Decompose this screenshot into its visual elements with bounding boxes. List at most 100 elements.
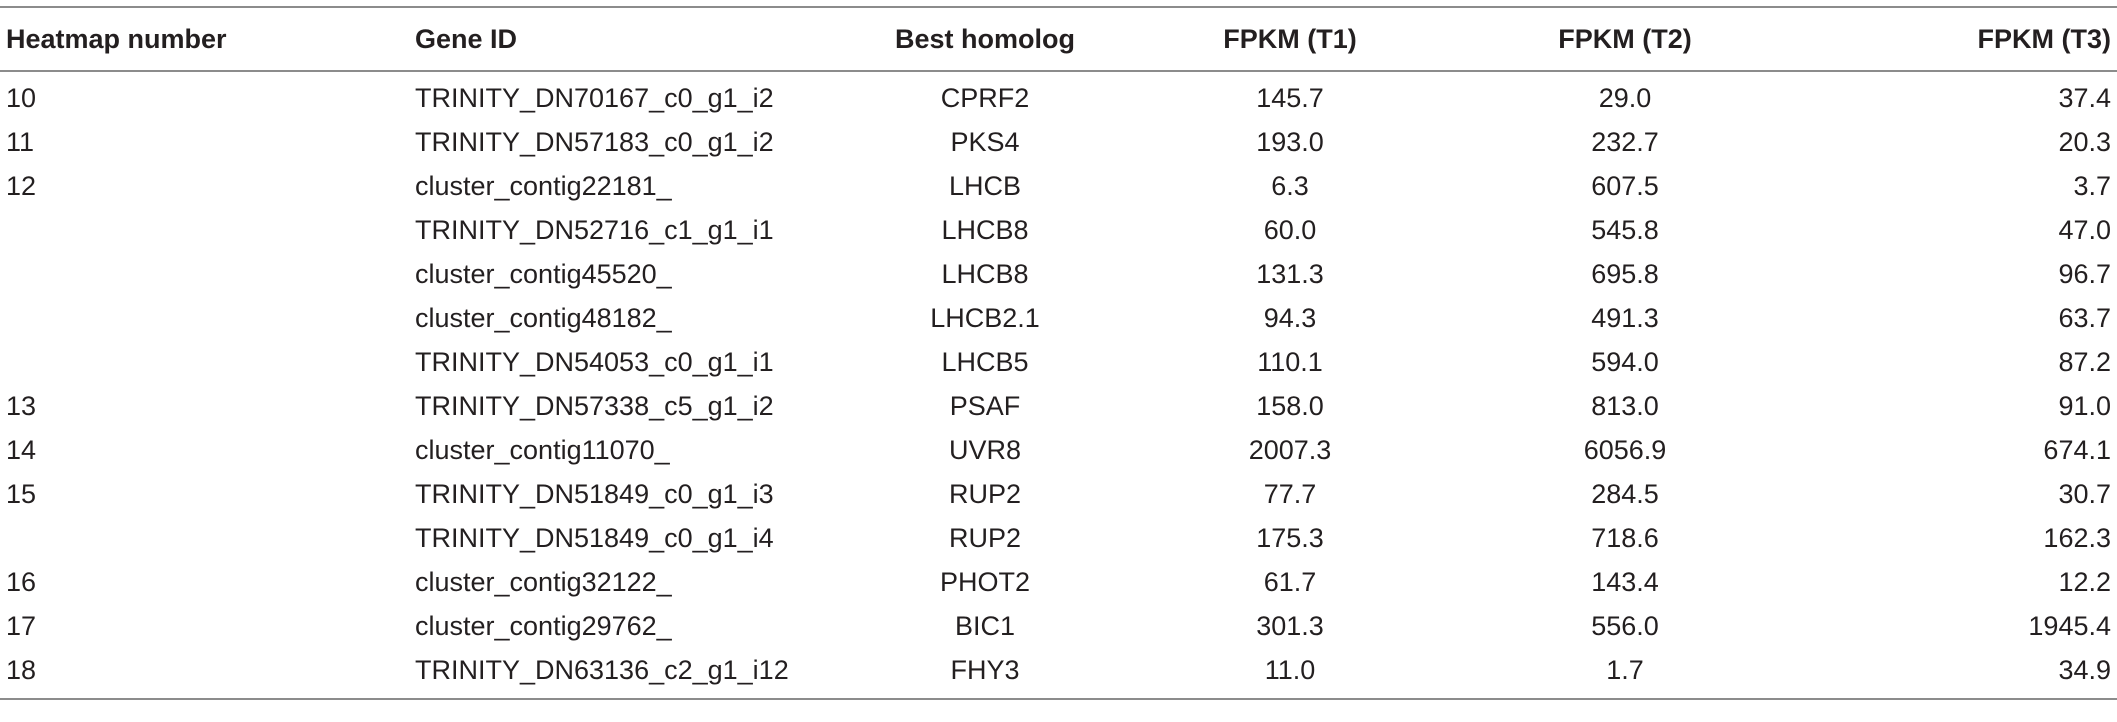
cell-fpkm-t2: 695.8 [1591,258,1659,289]
cell-fpkm-t3: 63.7 [2058,302,2111,333]
cell-fpkm-t3: 34.9 [2058,654,2111,685]
table-row: cluster_contig45520_ LHCB8 131.3 695.8 96.7 [0,252,2117,296]
header-gene-id: Gene ID [415,23,518,54]
cell-fpkm-t2: 143.4 [1591,566,1659,597]
cell-heatmap-number: 15 [6,478,37,509]
cell-gene-id: TRINITY_DN70167_c0_g1_i2 [415,82,774,113]
cell-fpkm-t1: 11.0 [1264,654,1316,685]
header-fpkm-t1: FPKM (T1) [1223,23,1357,54]
cell-best-homolog: LHCB2.1 [930,302,1040,333]
header-best-homolog: Best homolog [895,23,1075,54]
cell-fpkm-t2: 29.0 [1598,82,1652,113]
cell-fpkm-t2: 232.7 [1591,126,1659,157]
cell-fpkm-t2: 813.0 [1591,390,1659,421]
cell-fpkm-t2: 284.5 [1591,478,1659,509]
table-row: TRINITY_DN51849_c0_g1_i4 RUP2 175.3 718.6 16… [0,516,2117,560]
cell-heatmap-number: 11 [6,126,35,157]
cell-heatmap-number [0,516,415,560]
header-fpkm-t2: FPKM (T2) [1558,23,1692,54]
cell-best-homolog: LHCB8 [941,258,1029,289]
header-fpkm-t3: FPKM (T3) [1977,23,2111,54]
cell-heatmap-number [0,252,415,296]
cell-fpkm-t3: 12.2 [2058,566,2111,597]
cell-heatmap-number: 14 [6,434,37,465]
cell-fpkm-t2: 491.3 [1591,302,1659,333]
cell-gene-id: TRINITY_DN57183_c0_g1_i2 [415,126,774,157]
cell-heatmap-number: 17 [6,610,37,641]
cell-gene-id: TRINITY_DN63136_c2_g1_i12 [415,654,789,685]
cell-fpkm-t3: 30.7 [2058,478,2111,509]
cell-fpkm-t1: 60.0 [1263,214,1317,245]
cell-gene-id: cluster_contig29762_ [415,610,672,641]
table-row: 14 cluster_contig11070_ UVR8 2007.3 6056.9 67… [0,428,2117,472]
cell-fpkm-t2: 718.6 [1591,522,1659,553]
cell-gene-id: cluster_contig11070_ [415,434,670,465]
cell-gene-id: cluster_contig45520_ [415,258,672,289]
cell-best-homolog: PKS4 [950,126,1020,157]
cell-fpkm-t3: 674.1 [2043,434,2111,465]
table-row: TRINITY_DN52716_c1_g1_i1 LHCB8 60.0 545.8 47… [0,208,2117,252]
cell-heatmap-number: 13 [6,390,37,421]
table-body: 10 TRINITY_DN70167_c0_g1_i2 CPRF2 145.7 29.0… [0,71,2117,699]
cell-fpkm-t2: 607.5 [1591,170,1659,201]
cell-fpkm-t2: 1.7 [1606,654,1644,685]
cell-gene-id: TRINITY_DN52716_c1_g1_i1 [415,214,774,245]
cell-best-homolog: LHCB [948,170,1022,201]
cell-fpkm-t1: 175.3 [1256,522,1324,553]
cell-fpkm-t3: 3.7 [2073,170,2111,201]
cell-fpkm-t1: 301.3 [1256,610,1324,641]
cell-best-homolog: LHCB8 [941,214,1029,245]
cell-fpkm-t1: 6.3 [1271,170,1309,201]
cell-fpkm-t3: 1945.4 [2028,610,2111,641]
cell-fpkm-t3: 87.2 [2058,346,2111,377]
cell-fpkm-t3: 96.7 [2058,258,2111,289]
cell-gene-id: cluster_contig32122_ [415,566,672,597]
cell-best-homolog: LHCB5 [941,346,1029,377]
header-heatmap-number: Heatmap number [6,23,227,54]
table-row: 11 TRINITY_DN57183_c0_g1_i2 PKS4 193.0 232.7… [0,120,2117,164]
cell-fpkm-t2: 6056.9 [1583,434,1667,465]
cell-gene-id: cluster_contig48182_ [415,302,672,333]
cell-best-homolog: PHOT2 [939,566,1031,597]
cell-heatmap-number [0,208,415,252]
cell-gene-id: TRINITY_DN57338_c5_g1_i2 [415,390,774,421]
cell-gene-id: TRINITY_DN51849_c0_g1_i4 [415,522,774,553]
fpkm-table-container: Heatmap number Gene ID Best homolog FPKM… [0,6,2117,700]
cell-fpkm-t3: 91.0 [2058,390,2111,421]
cell-best-homolog: CPRF2 [940,82,1030,113]
cell-best-homolog: PSAF [949,390,1021,421]
cell-fpkm-t1: 158.0 [1256,390,1324,421]
cell-gene-id: cluster_contig22181_ [415,170,672,201]
cell-heatmap-number: 10 [6,82,37,113]
cell-gene-id: TRINITY_DN54053_c0_g1_i1 [415,346,774,377]
cell-best-homolog: RUP2 [948,478,1022,509]
cell-fpkm-t1: 61.7 [1263,566,1317,597]
table-row: cluster_contig48182_ LHCB2.1 94.3 491.3 63.7 [0,296,2117,340]
cell-heatmap-number: 12 [6,170,37,201]
cell-fpkm-t2: 594.0 [1591,346,1659,377]
cell-gene-id: TRINITY_DN51849_c0_g1_i3 [415,478,774,509]
table-row: 16 cluster_contig32122_ PHOT2 61.7 143.4 12.2 [0,560,2117,604]
cell-heatmap-number [0,296,415,340]
cell-fpkm-t1: 94.3 [1263,302,1317,333]
cell-fpkm-t3: 47.0 [2058,214,2111,245]
cell-best-homolog: BIC1 [954,610,1016,641]
table-row: 17 cluster_contig29762_ BIC1 301.3 556.0 1945… [0,604,2117,648]
table-row: 12 cluster_contig22181_ LHCB 6.3 607.5 3.7 [0,164,2117,208]
table-row: TRINITY_DN54053_c0_g1_i1 LHCB5 110.1 594.0 8… [0,340,2117,384]
cell-fpkm-t1: 145.7 [1256,82,1324,113]
fpkm-table: Heatmap number Gene ID Best homolog FPKM… [0,6,2117,700]
cell-fpkm-t3: 37.4 [2058,82,2111,113]
table-row: 10 TRINITY_DN70167_c0_g1_i2 CPRF2 145.7 29.0… [0,71,2117,120]
cell-fpkm-t3: 162.3 [2043,522,2111,553]
cell-heatmap-number [0,340,415,384]
cell-heatmap-number: 18 [6,654,37,685]
cell-fpkm-t1: 193.0 [1256,126,1324,157]
table-row: 18 TRINITY_DN63136_c2_g1_i12 FHY3 11.0 1.7 34… [0,648,2117,699]
cell-fpkm-t2: 556.0 [1591,610,1659,641]
table-header-row: Heatmap number Gene ID Best homolog FPKM… [0,7,2117,71]
cell-fpkm-t1: 77.7 [1263,478,1317,509]
cell-fpkm-t3: 20.3 [2058,126,2111,157]
table-row: 13 TRINITY_DN57338_c5_g1_i2 PSAF 158.0 813.0… [0,384,2117,428]
cell-fpkm-t1: 131.3 [1256,258,1324,289]
